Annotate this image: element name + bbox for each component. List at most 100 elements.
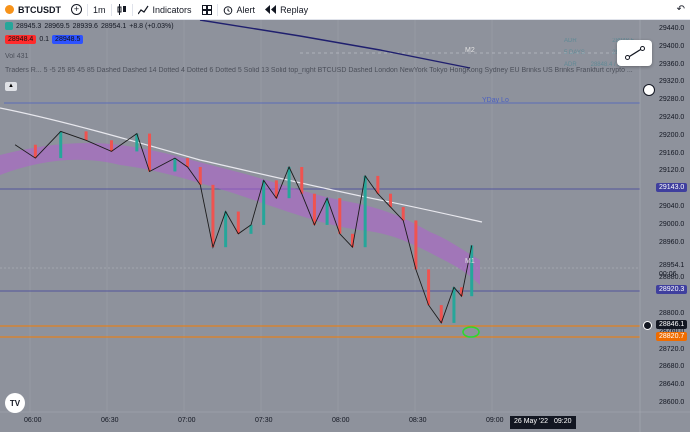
indicators-button[interactable]: Indicators (133, 0, 197, 20)
alert-label: Alert (236, 4, 256, 15)
price-tick: 29040.0 (659, 203, 685, 211)
price-tick: 28720.0 (659, 345, 685, 353)
volume-label: Vol (5, 53, 15, 60)
highlight-circle (462, 326, 480, 338)
price-tick: 29200.0 (659, 131, 685, 139)
candle (173, 158, 177, 172)
sell-button[interactable]: 28948.4 (5, 35, 37, 44)
badge-28920: 28920.3 (656, 285, 688, 294)
eye-icon[interactable] (5, 22, 13, 30)
change-value: +8.8 (+0.03%) (129, 22, 174, 30)
low-value: 28939.6 (72, 22, 98, 30)
time-tick: 07:30 (255, 417, 273, 424)
badge-28846-icon[interactable] (643, 321, 652, 330)
countdown-label: 00:06 (659, 271, 677, 278)
indicator-legend[interactable]: Traders R... 5 -5 25 85 45 85 Dashed Das… (5, 67, 645, 74)
undo-icon: ↶ (676, 4, 685, 15)
replay-button[interactable]: Replay (260, 0, 313, 20)
price-tick: 28600.0 (659, 399, 685, 407)
candle (389, 193, 393, 208)
candle (59, 131, 63, 159)
price-tick: 29240.0 (659, 114, 685, 121)
drawing-tools-popup[interactable] (617, 40, 652, 66)
compare-button[interactable]: + (66, 0, 87, 20)
candle (439, 305, 443, 323)
candle (236, 211, 240, 234)
price-tick: 29360.0 (659, 60, 685, 68)
candle (33, 144, 37, 159)
candle (312, 193, 316, 225)
candle (325, 198, 329, 225)
price-tick: 29120.0 (659, 167, 685, 175)
indicator-text: Traders R... 5 -5 25 85 45 85 Dashed Das… (5, 67, 633, 74)
close-value: 28954.1 (100, 22, 127, 30)
candle (414, 220, 418, 270)
candle (363, 175, 367, 248)
time-tick: 06:30 (101, 417, 119, 424)
table-row: ADR 28848.4 / 28978 (564, 62, 634, 68)
candle (186, 158, 190, 167)
divider (110, 3, 112, 16)
price-tick: 28800.0 (659, 310, 685, 317)
price-series (14, 130, 473, 324)
price-tick: 28960.0 (659, 238, 685, 246)
open-value: 28945.3 (16, 22, 42, 30)
price-tick: 29400.0 (659, 42, 685, 50)
price-tick: 28880.0 (659, 274, 685, 282)
candle (287, 167, 291, 199)
price-tick: 29320.0 (659, 78, 685, 86)
buy-button[interactable]: 28948.5 (52, 35, 84, 44)
undo-button[interactable]: ↶ (672, 0, 690, 20)
time-tick: 08:00 (332, 417, 350, 424)
alert-button[interactable]: Alert (218, 0, 261, 20)
price-axis[interactable]: 29440.0 29400.0 29360.0 29320.0 29280.0 29240… (640, 20, 690, 412)
time-tick: 08:30 (409, 417, 427, 424)
collapse-legend-button[interactable]: ▲ (5, 82, 17, 91)
indicators-icon (137, 5, 149, 14)
candle (470, 245, 474, 297)
candle (427, 269, 431, 306)
chart-type-button[interactable] (112, 0, 132, 20)
candles-icon (117, 4, 126, 15)
candle (135, 133, 139, 152)
layout-button[interactable] (197, 0, 217, 20)
time-tick: 07:00 (178, 417, 196, 424)
price-tick: 28680.0 (659, 363, 685, 371)
candle (211, 184, 215, 248)
tradingview-logo[interactable]: TV (5, 393, 25, 413)
time-tick: 06:00 (24, 417, 42, 424)
interval-button[interactable]: 1m (88, 0, 111, 20)
volume-value: 431 (16, 53, 29, 60)
price-tick: 29440.0 (659, 24, 685, 32)
candle (452, 287, 456, 323)
interval-label: 1m (93, 4, 106, 15)
replay-icon (265, 5, 277, 14)
trendline-tool-icon (624, 46, 645, 60)
time-tick: 09:00 (486, 417, 504, 424)
price-tick: 29280.0 (659, 96, 685, 104)
divider (131, 3, 133, 16)
candle (460, 287, 464, 297)
current-price-label: 28954.1 (659, 262, 685, 269)
trade-buttons: 28948.4 0.1 28948.5 (5, 35, 84, 44)
candle (274, 180, 278, 199)
candle (198, 167, 202, 185)
record-button[interactable] (643, 84, 655, 96)
time-axis[interactable]: 06:00 06:30 07:00 07:30 08:00 08:30 09:00 (0, 412, 640, 432)
badge-28820: 28820.7 (656, 332, 688, 341)
ohlc-legend: 28945.3 28969.5 28939.6 28954.1 +8.8 (+0… (5, 22, 174, 30)
divider (216, 3, 218, 16)
layout-grid-icon (201, 4, 212, 15)
replay-label: Replay (280, 4, 309, 15)
chart-area[interactable]: 28945.3 28969.5 28939.6 28954.1 +8.8 (+0… (0, 20, 690, 432)
candle (84, 131, 88, 141)
badge-29143: 29143.0 (656, 183, 688, 192)
candle (401, 207, 405, 221)
symbol-label: BTCUSDT (18, 4, 61, 15)
candle (338, 198, 342, 234)
candle (262, 180, 266, 225)
symbol-search[interactable]: BTCUSDT (0, 0, 66, 20)
m2-label: M2 (465, 47, 475, 54)
yday-lo-label: YDay Lo (482, 97, 509, 104)
badge-28846: 28846.1 (656, 320, 688, 329)
